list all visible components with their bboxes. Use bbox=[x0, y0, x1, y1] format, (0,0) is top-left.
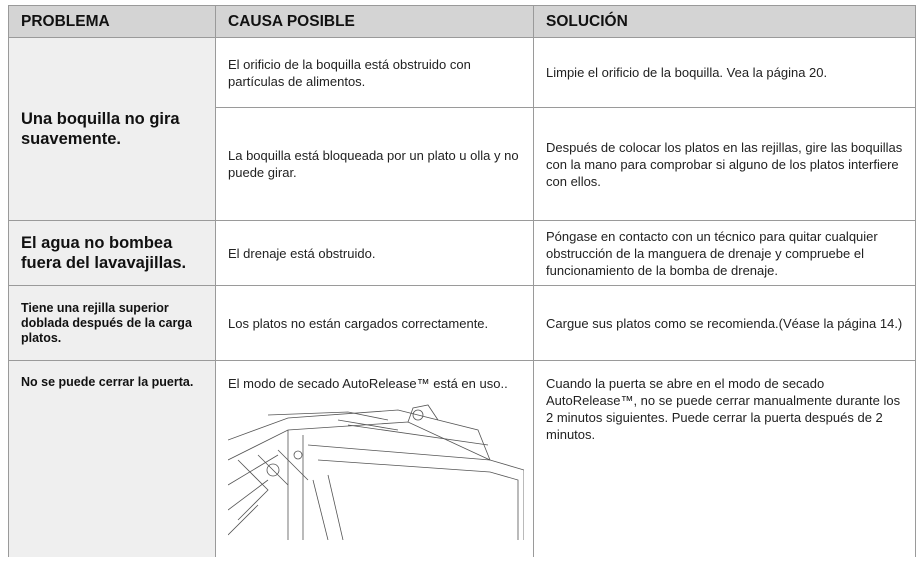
problem-cell: Tiene una rejilla superior doblada despu… bbox=[8, 285, 216, 361]
troubleshooting-table: PROBLEMA CAUSA POSIBLE SOLUCIÓN Una boqu… bbox=[8, 5, 916, 557]
cause-cell: La boquilla está bloqueada por un plato … bbox=[215, 107, 534, 221]
header-row: PROBLEMA CAUSA POSIBLE SOLUCIÓN bbox=[8, 5, 916, 38]
problem-cell: El agua no bombea fuera del lavavajillas… bbox=[8, 220, 216, 286]
header-cell: PROBLEMA bbox=[8, 5, 216, 38]
row: El agua no bombea fuera del lavavajillas… bbox=[8, 220, 916, 286]
row: La boquilla está bloqueada por un plato … bbox=[9, 107, 916, 221]
solution-cell: Póngase en contacto con un técnico para … bbox=[533, 220, 916, 286]
problem-cell: No se puede cerrar la puerta. bbox=[8, 360, 216, 557]
row: Una boquilla no gira suavemente. El orif… bbox=[8, 37, 916, 221]
cause-cell: El modo de secado AutoRelease™ está en u… bbox=[215, 360, 534, 557]
dishwasher-illustration bbox=[228, 404, 524, 540]
solution-cell: Cuando la puerta se abre en el modo de s… bbox=[533, 360, 916, 557]
header-cell: SOLUCIÓN bbox=[533, 5, 916, 38]
solution-cell: Limpie el orificio de la boquilla. Vea l… bbox=[533, 37, 916, 108]
cause-text: El modo de secado AutoRelease™ está en u… bbox=[228, 376, 508, 391]
cause-cell: El orificio de la boquilla está obstruid… bbox=[215, 37, 534, 108]
cause-cell: El drenaje está obstruido. bbox=[215, 220, 534, 286]
header-cell: CAUSA POSIBLE bbox=[215, 5, 534, 38]
problem-cell: Una boquilla no gira suavemente. bbox=[8, 37, 216, 221]
cause-cell: Los platos no están cargados correctamen… bbox=[215, 285, 534, 361]
row: No se puede cerrar la puerta. El modo de… bbox=[8, 360, 916, 557]
problem-text: No se puede cerrar la puerta. bbox=[21, 375, 194, 389]
row: Tiene una rejilla superior doblada despu… bbox=[8, 285, 916, 361]
solution-cell: Después de colocar los platos en las rej… bbox=[533, 107, 916, 221]
solution-cell: Cargue sus platos como se recomienda.(Vé… bbox=[533, 285, 916, 361]
